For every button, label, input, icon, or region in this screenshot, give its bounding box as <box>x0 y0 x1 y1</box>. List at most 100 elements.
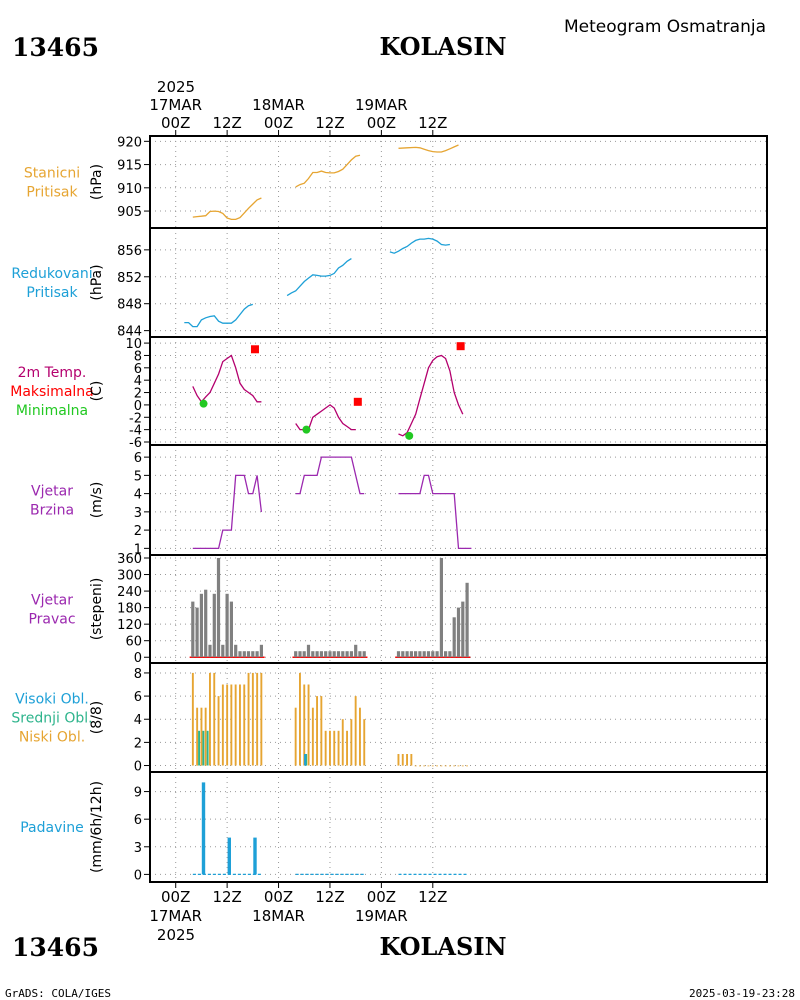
date-label-top: 18MAR <box>252 96 305 114</box>
panel-label: Pritisak <box>26 285 78 301</box>
ytick-label: 4 <box>134 713 142 728</box>
bar-0-24 <box>324 730 327 766</box>
bar-0-46 <box>449 765 451 767</box>
time-label-top: 00Z <box>161 114 190 132</box>
panel-frame <box>149 662 768 773</box>
bar-0-36 <box>406 754 408 766</box>
date-label-top: 19MAR <box>355 96 408 114</box>
bar-0-40 <box>422 651 426 658</box>
station-id-top: 13465 <box>12 33 99 62</box>
ytick-label: 6 <box>134 813 142 828</box>
bar-0-21 <box>311 651 315 658</box>
min-marker-1 <box>302 425 311 434</box>
series-line-0-0 <box>192 354 262 403</box>
bar-0-7 <box>221 644 225 658</box>
bar-0-9 <box>230 684 233 766</box>
bar-1-0 <box>198 730 200 766</box>
time-label-top: 12Z <box>315 114 344 132</box>
time-label-bottom: 00Z <box>161 888 190 906</box>
panel-label: Maksimalna <box>10 384 94 400</box>
max-marker-0 <box>250 345 259 354</box>
panel-label: Padavine <box>20 820 84 836</box>
bar-0-3 <box>204 589 208 658</box>
bar-0-11 <box>238 651 242 658</box>
series-line-0-1 <box>295 456 365 495</box>
bar-0-23 <box>319 651 323 658</box>
bar-0-2 <box>200 707 203 766</box>
panel-label: Visoki Obl. <box>15 692 89 708</box>
bar-0-37 <box>410 754 413 766</box>
bar-2-0 <box>304 754 306 766</box>
time-label-bottom: 00Z <box>367 888 396 906</box>
bar-0-38 <box>414 651 418 658</box>
panel-label: Srednji Obl. <box>11 711 92 727</box>
date-label-bottom: 17MAR <box>149 907 202 925</box>
bar-0-19 <box>303 684 306 766</box>
ylabel: (hPa) <box>89 264 105 300</box>
bar-0-31 <box>354 696 357 766</box>
product-title: Meteogram Osmatranja <box>564 17 766 37</box>
bar-0-48 <box>456 607 461 658</box>
panel-frame <box>149 227 768 338</box>
ytick-label: 0 <box>134 399 142 414</box>
station-name-bottom: KOLASIN <box>379 932 506 961</box>
bar-0-13 <box>247 672 250 766</box>
bar-0-25 <box>329 730 331 766</box>
series-line-0-2 <box>398 474 472 550</box>
bar-0-2 <box>253 837 257 875</box>
panel-label: Pravac <box>28 612 75 628</box>
panel-label: Vjetar <box>31 593 73 609</box>
ytick-label: 0 <box>134 760 142 775</box>
min-marker-2 <box>405 431 414 440</box>
bar-0-32 <box>359 707 361 766</box>
series-line-0-0 <box>184 303 253 328</box>
bar-0-16 <box>260 672 263 766</box>
bar-0-6 <box>216 558 221 658</box>
panel-label: Vjetar <box>31 484 73 500</box>
ytick-label: -2 <box>129 411 142 426</box>
bar-0-45 <box>444 651 448 658</box>
bar-0-27 <box>337 730 340 766</box>
bar-0-17 <box>294 707 297 766</box>
ytick-label: -4 <box>129 424 142 439</box>
time-label-bottom: 12Z <box>418 888 447 906</box>
bar-0-22 <box>315 651 319 658</box>
bar-0-24 <box>324 651 328 658</box>
bar-0-42 <box>431 651 435 658</box>
bar-0-13 <box>246 651 251 658</box>
date-label-bottom: 18MAR <box>252 907 305 925</box>
bar-0-49 <box>461 765 464 767</box>
bar-0-29 <box>346 730 348 766</box>
timestamp-text: 2025-03-19-23:28 <box>689 987 795 1000</box>
ytick-label: 3 <box>134 506 142 521</box>
panel-label: Pritisak <box>26 185 78 201</box>
ytick-label: 844 <box>117 325 142 340</box>
bar-0-22 <box>316 696 318 766</box>
bar-0-50 <box>466 765 468 767</box>
panel-label: Redukovani <box>11 266 92 282</box>
time-label-bottom: 00Z <box>264 888 293 906</box>
bar-0-18 <box>299 672 301 766</box>
time-label-bottom: 12Z <box>315 888 344 906</box>
bar-0-36 <box>405 651 409 658</box>
ytick-label: 856 <box>117 244 142 259</box>
bar-0-37 <box>409 651 413 658</box>
bar-0-1 <box>196 707 199 766</box>
bar-0-28 <box>341 719 344 766</box>
bar-0-43 <box>436 765 438 767</box>
time-label-top: 12Z <box>418 114 447 132</box>
panel-3: 1 2 3 4 5 6 Vjetar Brzina (m/s) <box>30 444 768 557</box>
bar-0-23 <box>320 696 323 766</box>
ytick-label: 6 <box>134 690 142 705</box>
panel-frame <box>149 336 768 446</box>
bar-0-5 <box>212 593 216 658</box>
bar-0-45 <box>444 765 447 767</box>
bar-0-47 <box>453 765 456 767</box>
time-label-top: 12Z <box>212 114 241 132</box>
ytick-label: 848 <box>117 298 142 313</box>
bar-0-3 <box>204 707 207 766</box>
panel-label: Minimalna <box>16 403 88 419</box>
ytick-label: 4 <box>134 488 142 503</box>
